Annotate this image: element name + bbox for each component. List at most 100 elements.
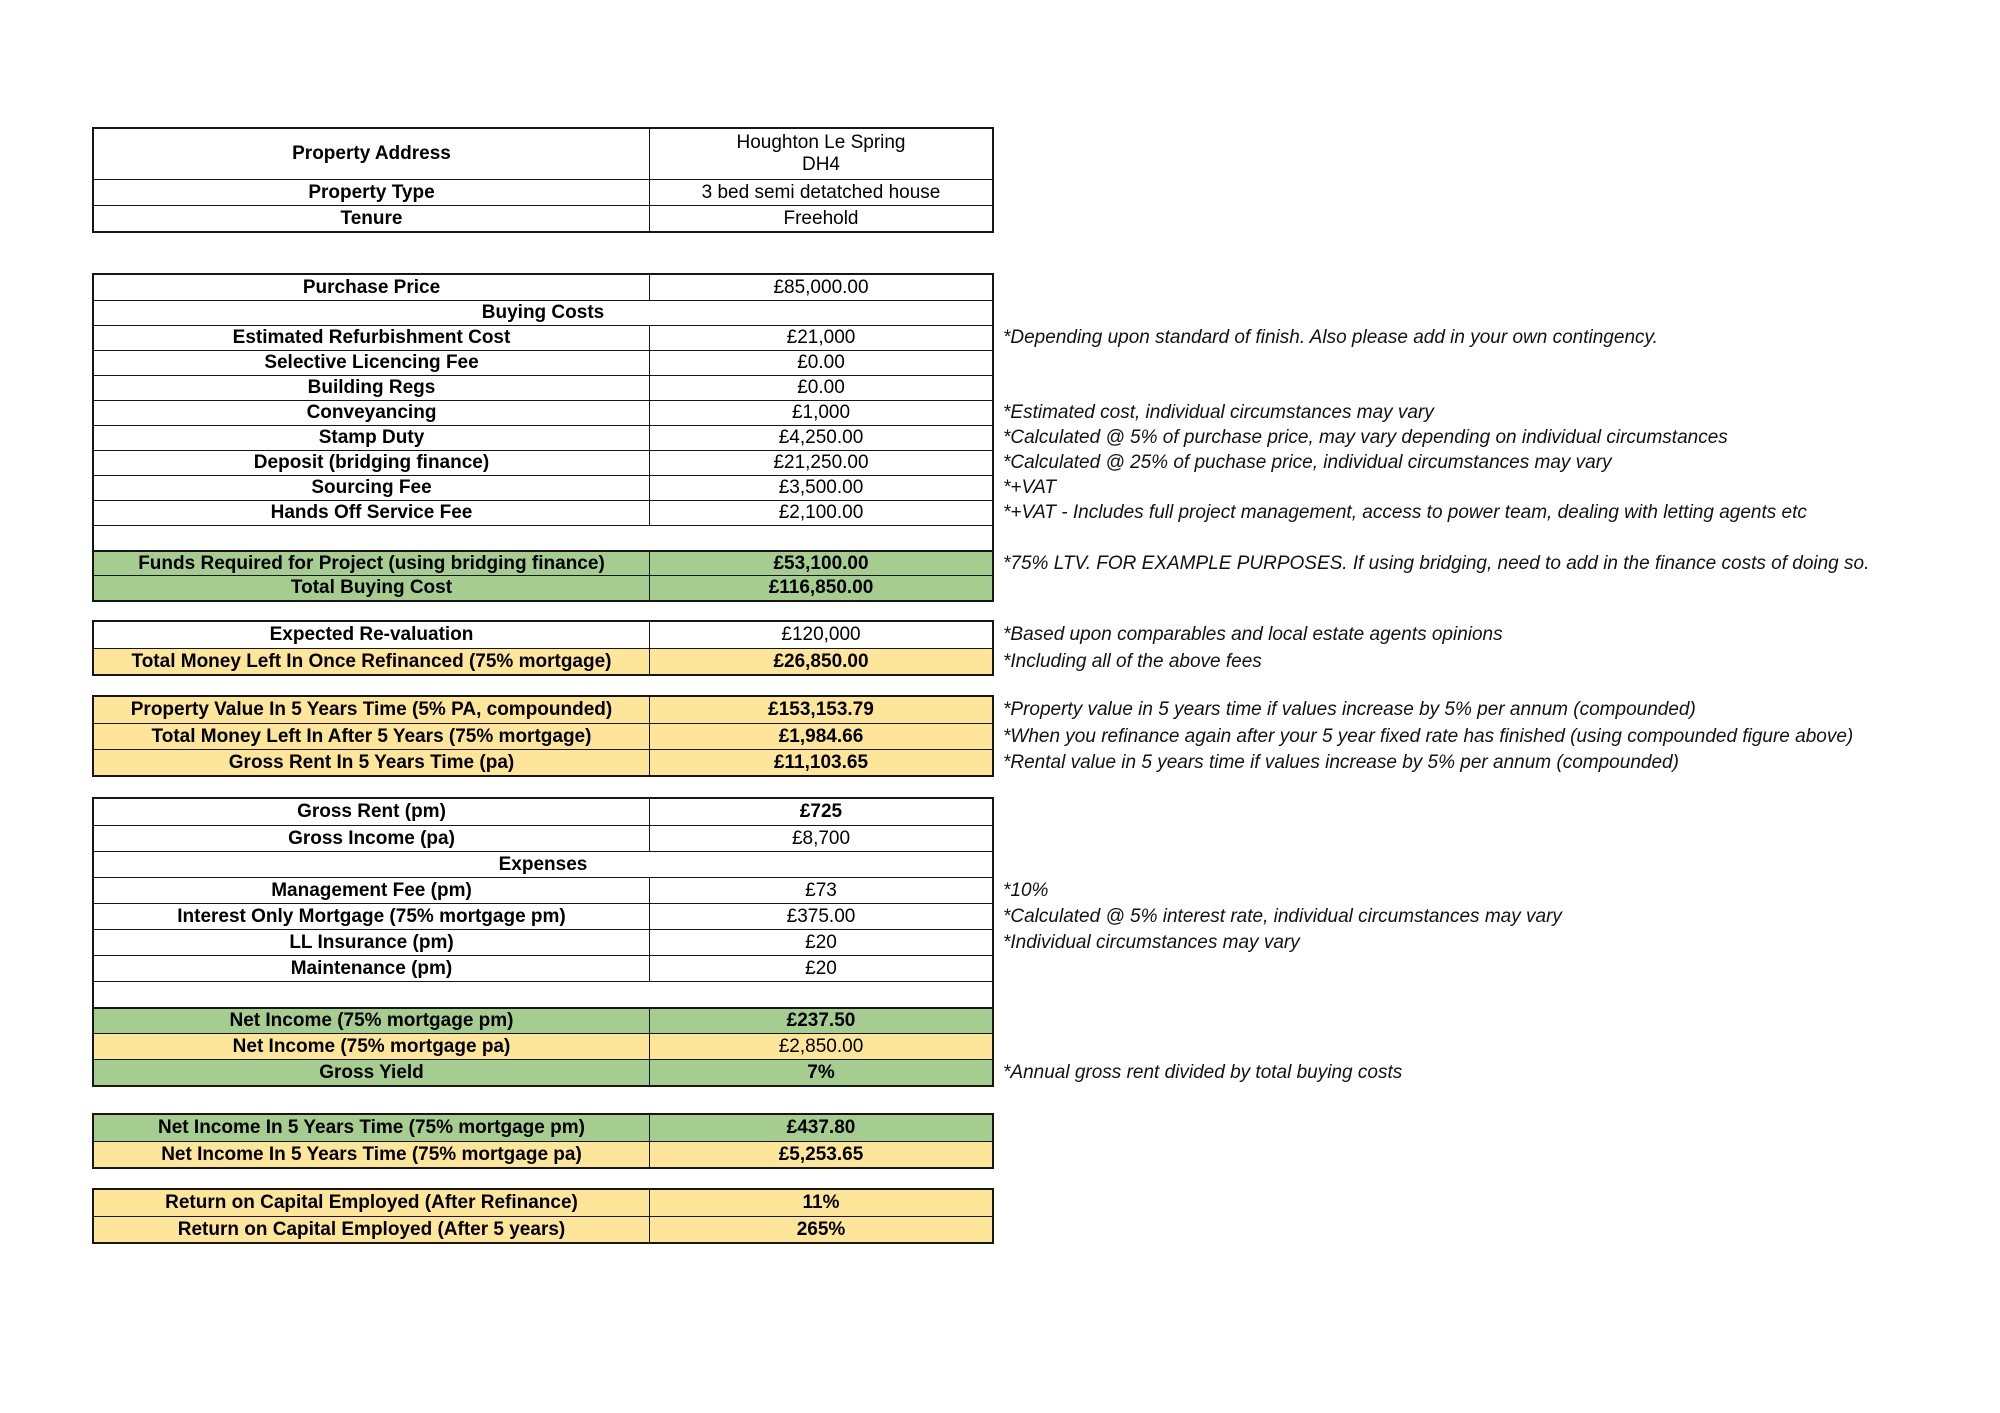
table-row: Property Value In 5 Years Time (5% PA, c… [94,697,1696,723]
cell-label: Net Income (75% mortgage pa) [94,1034,650,1059]
table-row: Property Address Houghton Le Spring DH4 [94,129,992,179]
table-row: Hands Off Service Fee £2,100.00 *+VAT - … [94,500,1807,525]
cell-note: *Calculated @ 5% interest rate, individu… [1003,905,1562,927]
cell-value: £0.00 [797,352,845,373]
table-row: Purchase Price £85,000.00 [94,275,992,300]
cell-note: *Calculated @ 5% of purchase price, may … [1003,427,1728,448]
table-row: Building Regs £0.00 [94,375,992,400]
cell-value: £11,103.65 [650,750,992,775]
table-row: Total Money Left In After 5 Years (75% m… [94,723,1853,749]
cell-value: 3 bed semi detatched house [701,181,941,203]
buying-costs-table: Purchase Price £85,000.00 Buying Costs E… [92,273,1869,602]
cell-value: £53,100.00 [650,552,992,575]
cell-note: *Based upon comparables and local estate… [1003,624,1503,645]
cell-label: Maintenance (pm) [94,956,650,981]
table-row: Expenses [94,851,992,877]
table-row: Return on Capital Employed (After Refina… [94,1190,992,1216]
cell-note: *Calculated @ 25% of puchase price, indi… [1003,452,1612,473]
cell-value: £437.80 [650,1115,992,1141]
cell-value: £237.50 [650,1009,992,1033]
cell-label: Selective Licencing Fee [94,351,650,375]
table-row: Gross Rent (pm) £725 [94,799,992,825]
cell-value: £2,100.00 [778,502,864,523]
table-row: Expected Re-valuation £120,000 *Based up… [94,622,1503,648]
cell-label: Deposit (bridging finance) [94,451,650,475]
section-header: Expenses [498,853,588,875]
address-line-1: Houghton Le Spring [736,132,906,153]
cell-note: *Individual circumstances may vary [1003,931,1300,953]
section-header: Buying Costs [481,302,605,323]
cell-value: £1,000 [791,402,851,423]
table-row: Interest Only Mortgage (75% mortgage pm)… [94,903,1562,929]
cell-note: *Annual gross rent divided by total buyi… [1003,1061,1403,1083]
table-row: Total Buying Cost £116,850.00 [94,575,992,600]
cell-note: *Estimated cost, individual circumstance… [1003,402,1434,423]
roce-table: Return on Capital Employed (After Refina… [92,1188,994,1244]
cell-note: *Property value in 5 years time if value… [1003,699,1696,720]
cell-value: Houghton Le Spring DH4 [650,129,992,179]
table-row: Property Type 3 bed semi detatched house [94,179,992,205]
cell-value: £116,850.00 [650,576,992,600]
table-row: Management Fee (pm) £73 *10% [94,877,1048,903]
cell-note: *Rental value in 5 years time if values … [1003,751,1679,773]
cell-value: £1,984.66 [650,724,992,749]
cell-label: Funds Required for Project (using bridgi… [94,552,650,575]
cell-value: £8,700 [791,827,851,849]
income-expenses-table: Gross Rent (pm) £725 Gross Income (pa) £… [92,797,1562,1087]
cell-value: £725 [799,801,843,822]
cell-value: £73 [805,879,837,901]
cell-value: £2,850.00 [650,1034,992,1059]
cell-label: Building Regs [94,376,650,400]
cell-label: Interest Only Mortgage (75% mortgage pm) [94,904,650,929]
cell-value: £21,250.00 [773,452,869,473]
cell-note: *75% LTV. FOR EXAMPLE PURPOSES. If using… [1003,552,1870,574]
cell-label: Total Buying Cost [94,576,650,600]
cell-label: Purchase Price [94,275,650,300]
cell-label: Stamp Duty [94,426,650,450]
cell-value: £4,250.00 [778,427,864,448]
cell-value: 265% [650,1217,992,1242]
cell-note: *Depending upon standard of finish. Also… [1003,327,1658,348]
cell-label: Management Fee (pm) [94,878,650,903]
table-row: Conveyancing £1,000 *Estimated cost, ind… [94,400,1434,425]
spacer-row [94,525,992,550]
cell-label: Gross Income (pa) [94,826,650,851]
empty-cell [94,982,992,1007]
cell-label: Gross Rent In 5 Years Time (pa) [94,750,650,775]
table-row: Net Income (75% mortgage pa) £2,850.00 [94,1033,992,1059]
cell-label: Return on Capital Employed (After Refina… [94,1190,650,1216]
cell-label: Expected Re-valuation [94,622,650,648]
table-row: Deposit (bridging finance) £21,250.00 *C… [94,450,1612,475]
cell-label: LL Insurance (pm) [94,930,650,955]
cell-value: £5,253.65 [650,1142,992,1167]
cell-value: Freehold [783,207,859,229]
cell-label: Estimated Refurbishment Cost [94,326,650,350]
table-row: Funds Required for Project (using bridgi… [94,550,1869,575]
table-row: Gross Yield 7% *Annual gross rent divide… [94,1059,1402,1085]
cell-label: Total Money Left In After 5 Years (75% m… [94,724,650,749]
table-row: Gross Income (pa) £8,700 [94,825,992,851]
cell-note: *10% [1003,879,1049,901]
empty-cell [94,526,992,550]
cell-note: *When you refinance again after your 5 y… [1003,725,1854,747]
cell-note: *+VAT [1003,477,1056,498]
revaluation-table: Expected Re-valuation £120,000 *Based up… [92,620,1503,676]
cell-value: £3,500.00 [778,477,864,498]
cell-label: Property Value In 5 Years Time (5% PA, c… [94,697,650,723]
table-row: Net Income In 5 Years Time (75% mortgage… [94,1141,992,1167]
table-row: Buying Costs [94,300,992,325]
table-row: Estimated Refurbishment Cost £21,000 *De… [94,325,1658,350]
address-line-2: DH4 [801,154,840,175]
table-row: Sourcing Fee £3,500.00 *+VAT [94,475,1056,500]
cell-value: £20 [805,957,837,979]
cell-label: Conveyancing [94,401,650,425]
table-row: Maintenance (pm) £20 [94,955,992,981]
table-row: LL Insurance (pm) £20 *Individual circum… [94,929,1300,955]
cell-value: £85,000.00 [773,276,869,298]
cell-label: Return on Capital Employed (After 5 year… [94,1217,650,1242]
cell-value: £153,153.79 [650,697,992,723]
cell-value: 7% [650,1060,992,1085]
cell-value: 11% [650,1190,992,1216]
cell-note: *Including all of the above fees [1003,650,1262,672]
